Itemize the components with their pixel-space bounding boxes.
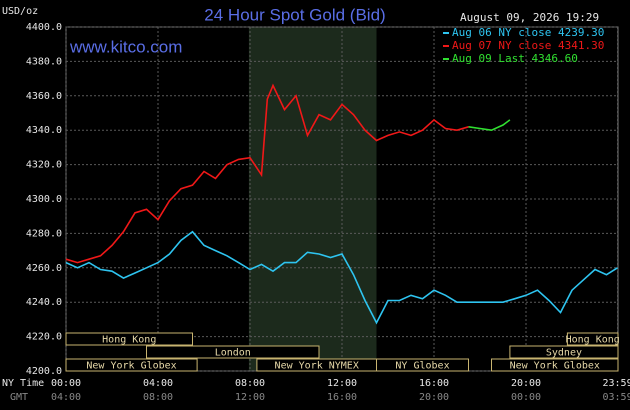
- y-tick-label: 4400.0: [26, 22, 62, 33]
- session-label: New York Globex: [86, 361, 176, 372]
- gmt-tick-label: 04:00: [51, 392, 81, 403]
- x-axis-label-top: NY Time: [2, 378, 44, 389]
- session-box: [376, 358, 469, 372]
- y-tick-label: 4220.0: [26, 332, 62, 343]
- gmt-tick-label: 12:00: [235, 392, 265, 403]
- gmt-tick-label: 03:59: [602, 392, 630, 403]
- y-tick-label: 4380.0: [26, 56, 62, 67]
- x-tick-label: 08:00: [235, 378, 265, 389]
- y-tick-label: 4300.0: [26, 194, 62, 205]
- session-box: [566, 332, 619, 346]
- gmt-tick-label: 16:00: [327, 392, 357, 403]
- session-label: Sydney: [546, 348, 582, 359]
- session-label: NY Globex: [395, 361, 449, 372]
- session-label: New York NYMEX: [275, 361, 359, 372]
- session: Sydney: [509, 345, 619, 359]
- session: New York Globex: [491, 358, 619, 372]
- session: NY Globex: [376, 358, 469, 372]
- date-label: August 09, 2026 19:29: [460, 11, 599, 24]
- y-tick-label: 4320.0: [26, 160, 62, 171]
- x-axis-label-bottom: GMT: [10, 392, 28, 403]
- y-axis-label: USD/oz: [2, 6, 38, 17]
- session-label: London: [215, 348, 251, 359]
- y-tick-label: 4200.0: [26, 366, 62, 377]
- session: New York Globex: [65, 358, 198, 372]
- legend-label: Aug 09 Last 4346.60: [452, 52, 578, 65]
- session-shade: [248, 27, 377, 371]
- session-box: [65, 358, 198, 372]
- x-tick-label: 12:00: [327, 378, 357, 389]
- session-box: [509, 345, 619, 359]
- session: Hong Kong: [65, 332, 193, 346]
- watermark: www.kitco.com: [69, 37, 182, 56]
- legend-label: Aug 07 NY close 4341.30: [452, 39, 604, 52]
- gmt-tick-label: 20:00: [419, 392, 449, 403]
- y-tick-label: 4340.0: [26, 125, 62, 136]
- legend-label: Aug 06 NY close 4239.30: [452, 26, 604, 39]
- y-tick-label: 4360.0: [26, 91, 62, 102]
- session-box: [491, 358, 619, 372]
- gmt-tick-label: 08:00: [143, 392, 173, 403]
- y-tick-label: 4240.0: [26, 297, 62, 308]
- x-tick-label: 16:00: [419, 378, 449, 389]
- chart-title: 24 Hour Spot Gold (Bid): [204, 5, 385, 24]
- y-tick-label: 4260.0: [26, 263, 62, 274]
- session-box: [146, 345, 320, 359]
- series-line: [65, 230, 618, 325]
- session-label: New York Globex: [510, 361, 600, 372]
- y-tick-label: 4280.0: [26, 228, 62, 239]
- session-label: Hong Kong: [102, 335, 156, 346]
- x-tick-label: 04:00: [143, 378, 173, 389]
- session: Hong Kong: [566, 332, 620, 346]
- session-box: [65, 332, 193, 346]
- session: London: [146, 345, 320, 359]
- gmt-tick-label: 00:00: [511, 392, 541, 403]
- session-label: Hong Kong: [566, 335, 620, 346]
- x-tick-label: 00:00: [51, 378, 81, 389]
- series-line: [65, 83, 469, 264]
- session: New York NYMEX: [256, 358, 377, 372]
- series-line: [468, 119, 511, 132]
- x-tick-label: 23:59: [602, 378, 630, 389]
- x-tick-label: 20:00: [511, 378, 541, 389]
